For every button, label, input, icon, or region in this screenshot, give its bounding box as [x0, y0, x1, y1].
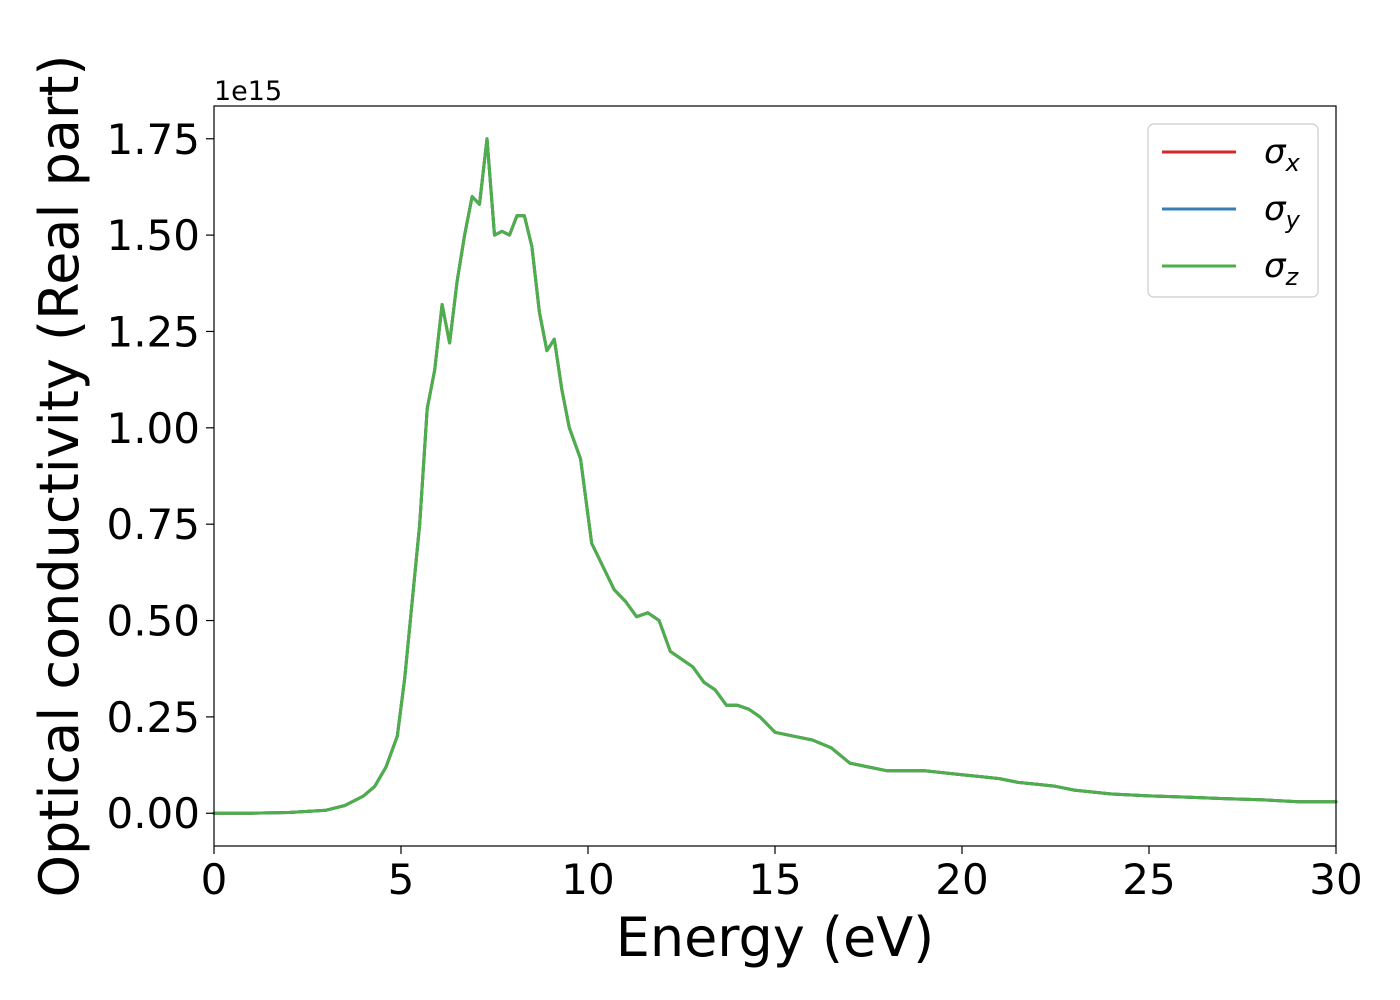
x-tick-label: 15 — [748, 855, 801, 904]
x-tick-label: 20 — [935, 855, 988, 904]
x-tick-label: 0 — [201, 855, 228, 904]
series-layer — [212, 137, 1338, 815]
y-axis: 0.00 0.25 0.50 0.75 1.00 1.25 1.50 1.75 — [106, 115, 214, 838]
legend-label-y: σy — [1264, 189, 1301, 234]
y-tick-label: 0.75 — [106, 500, 200, 549]
x-axis-label: Energy (eV) — [616, 906, 935, 969]
y-tick-label: 0.00 — [106, 789, 200, 838]
y-tick-label: 1.50 — [106, 211, 200, 260]
series-line-z — [212, 137, 1338, 815]
x-tick-label: 10 — [561, 855, 614, 904]
x-tick-label: 30 — [1309, 855, 1362, 904]
x-tick-label: 25 — [1122, 855, 1175, 904]
y-tick-label: 1.75 — [106, 115, 200, 164]
y-tick-label: 1.25 — [106, 307, 200, 356]
y-tick-label: 0.50 — [106, 597, 200, 646]
x-axis: 0 5 10 15 20 25 30 — [201, 846, 1363, 904]
legend: σx σy σz — [1147, 123, 1319, 298]
y-axis-label: Optical conductivity (Real part) — [28, 55, 91, 898]
y-offset-label: 1e15 — [214, 76, 282, 107]
x-tick-label: 5 — [388, 855, 415, 904]
legend-label-z: σz — [1264, 246, 1300, 291]
legend-label-x: σx — [1264, 132, 1301, 177]
y-tick-label: 1.00 — [106, 404, 200, 453]
y-tick-label: 0.25 — [106, 693, 200, 742]
